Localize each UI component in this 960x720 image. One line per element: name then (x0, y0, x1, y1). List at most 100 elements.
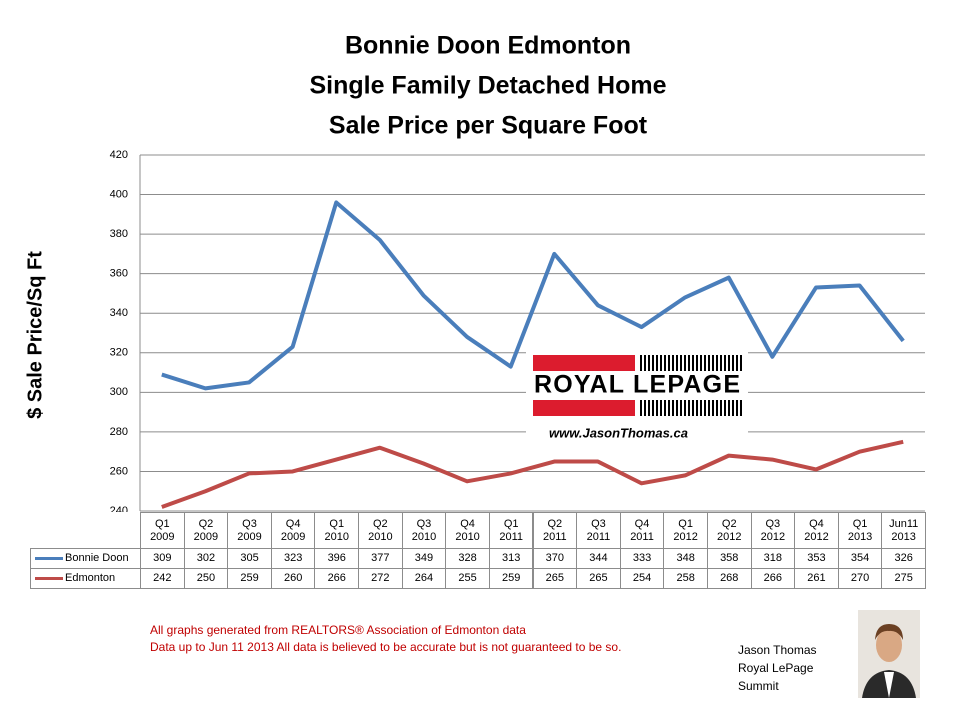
footnote: Data up to Jun 11 2013 All data is belie… (150, 640, 622, 654)
table-value: 265 (576, 568, 621, 589)
logo-barcode (740, 400, 742, 416)
table-value: 370 (532, 548, 578, 569)
table-value: 305 (227, 548, 272, 569)
logo-barcode (728, 400, 730, 416)
table-header: Q2 2011 (532, 512, 578, 549)
table-header: Q1 2010 (314, 512, 360, 549)
table-value: 255 (445, 568, 490, 589)
logo-barcode (692, 355, 694, 371)
logo-barcode (696, 400, 698, 416)
logo-barcode (692, 400, 694, 416)
logo-bar (533, 355, 635, 371)
table-value: 326 (881, 548, 926, 569)
table-value: 344 (576, 548, 621, 569)
y-tick-label: 320 (110, 347, 128, 359)
logo-barcode (660, 400, 662, 416)
logo-barcode (676, 355, 678, 371)
logo-barcode (688, 355, 690, 371)
table-header: Q4 2009 (270, 512, 316, 549)
logo-barcode (720, 355, 722, 371)
signature: Royal LePage (738, 661, 814, 675)
table-value: 259 (488, 568, 534, 589)
legend-swatch (35, 557, 63, 560)
logo-barcode (668, 400, 670, 416)
table-value: 272 (358, 568, 403, 589)
logo-barcode (704, 355, 706, 371)
logo-barcode (716, 355, 718, 371)
logo-bar (533, 400, 635, 416)
logo-brand: ROYAL LEPAGE (534, 371, 740, 399)
logo-barcode (736, 400, 738, 416)
table-header: Q4 2010 (445, 512, 490, 549)
table-value: 354 (837, 548, 883, 569)
logo-barcode (644, 400, 646, 416)
logo-barcode (708, 355, 710, 371)
logo-barcode (736, 355, 738, 371)
y-axis-label: $ Sale Price/Sq Ft (24, 251, 46, 419)
table-corner (30, 512, 141, 548)
logo-barcode (724, 400, 726, 416)
logo-barcode (700, 355, 702, 371)
logo-barcode (708, 400, 710, 416)
logo-barcode (728, 355, 730, 371)
logo-barcode (664, 400, 666, 416)
table-value: 266 (314, 568, 360, 589)
table-header: Q1 2011 (488, 512, 534, 549)
table-value: 270 (837, 568, 883, 589)
legend-entry: Bonnie Doon (30, 548, 141, 569)
logo-barcode (724, 355, 726, 371)
series-line (161, 439, 904, 509)
legend-entry: Edmonton (30, 568, 141, 589)
footnote: All graphs generated from REALTORS® Asso… (150, 623, 526, 637)
table-header: Q3 2012 (750, 512, 796, 549)
logo-barcode (732, 400, 734, 416)
table-value: 260 (270, 568, 316, 589)
y-tick-label: 260 (110, 465, 128, 477)
y-tick-label: 400 (110, 188, 128, 200)
logo-barcode (680, 400, 682, 416)
signature: Summit (738, 679, 779, 693)
table-value: 254 (619, 568, 665, 589)
logo-barcode (716, 400, 718, 416)
table-value: 313 (488, 548, 534, 569)
logo-barcode (740, 355, 742, 371)
table-value: 258 (663, 568, 708, 589)
table-header: Q1 2012 (663, 512, 708, 549)
table-value: 275 (881, 568, 926, 589)
table-value: 265 (532, 568, 578, 589)
logo-barcode (696, 355, 698, 371)
table-value: 348 (663, 548, 708, 569)
table-header: Q1 2013 (837, 512, 883, 549)
table-value: 268 (706, 568, 752, 589)
y-tick-label: 340 (110, 307, 128, 319)
y-tick-label: 380 (110, 228, 128, 240)
table-header: Q3 2011 (576, 512, 621, 549)
legend-swatch (35, 577, 63, 580)
table-value: 333 (619, 548, 665, 569)
logo-barcode (648, 355, 650, 371)
table-value: 266 (750, 568, 796, 589)
logo-barcode (664, 355, 666, 371)
table-header: Jun11 2013 (881, 512, 926, 549)
table-value: 358 (706, 548, 752, 569)
logo-barcode (640, 355, 642, 371)
logo-barcode (652, 400, 654, 416)
table-value: 328 (445, 548, 490, 569)
logo-barcode (700, 400, 702, 416)
logo-barcode (732, 355, 734, 371)
chart-title: Sale Price per Square Foot (329, 112, 648, 140)
logo-barcode (672, 400, 674, 416)
table-header: Q3 2010 (401, 512, 447, 549)
table-value: 309 (140, 548, 185, 569)
chart-title: Bonnie Doon Edmonton (345, 32, 631, 60)
table-value: 302 (183, 548, 229, 569)
table-header: Q4 2011 (619, 512, 665, 549)
table-value: 261 (794, 568, 839, 589)
table-header: Q2 2010 (358, 512, 403, 549)
table-value: 349 (401, 548, 447, 569)
y-tick-label: 300 (110, 386, 128, 398)
table-header: Q2 2009 (183, 512, 229, 549)
logo-barcode (656, 355, 658, 371)
